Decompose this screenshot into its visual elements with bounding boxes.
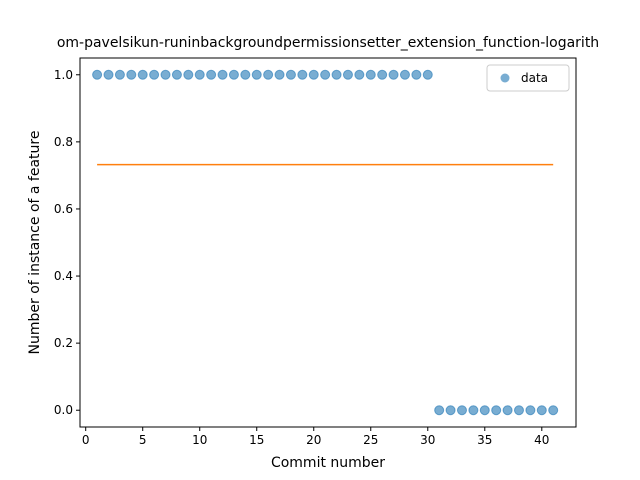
data-point [365, 69, 376, 80]
data-point [160, 69, 171, 80]
data-point [491, 405, 502, 416]
x-tick-label: 30 [420, 433, 435, 447]
x-tick-label: 20 [306, 433, 321, 447]
x-tick-label: 15 [249, 433, 264, 447]
data-point [183, 69, 194, 80]
data-point [399, 69, 410, 80]
data-point [228, 69, 239, 80]
data-point [456, 405, 467, 416]
data-point [342, 69, 353, 80]
data-point [251, 69, 262, 80]
data-point [536, 405, 547, 416]
x-tick-label: 40 [534, 433, 549, 447]
data-point [354, 69, 365, 80]
legend-box [486, 64, 570, 92]
data-point [445, 405, 456, 416]
data-point [377, 69, 388, 80]
legend-label-data: data [521, 71, 548, 85]
axes: 0 5 10 15 20 25 30 35 40 0.0 0.2 0.4 0.6 0.8 1.0 [54, 57, 577, 447]
data-point [171, 69, 182, 80]
y-tick-label: 0.2 [54, 336, 73, 350]
y-tick-label: 0.6 [54, 202, 73, 216]
data-point [525, 405, 536, 416]
data-point [92, 69, 103, 80]
data-point [137, 69, 148, 80]
y-tick-label: 0.4 [54, 269, 73, 283]
axes-frame [79, 57, 577, 428]
data-point [114, 69, 125, 80]
data-point [388, 69, 399, 80]
data-point [240, 69, 251, 80]
x-tick-label: 35 [477, 433, 492, 447]
data-point [411, 69, 422, 80]
data-point [274, 69, 285, 80]
data-point [285, 69, 296, 80]
data-point [308, 69, 319, 80]
data-point [434, 405, 445, 416]
data-point [103, 69, 114, 80]
data-point [468, 405, 479, 416]
x-tick-label: 10 [192, 433, 207, 447]
x-tick-label: 25 [363, 433, 378, 447]
data-point [513, 405, 524, 416]
data-point [479, 405, 490, 416]
y-axis-label: Number of instance of a feature [27, 131, 43, 355]
data-point [548, 405, 559, 416]
x-tick-label: 0 [82, 433, 90, 447]
data-point [149, 69, 160, 80]
data-point [331, 69, 342, 80]
data-point [502, 405, 513, 416]
data-point [126, 69, 137, 80]
data-point [263, 69, 274, 80]
plot-area [80, 58, 576, 427]
data-point [320, 69, 331, 80]
legend: data [486, 64, 570, 92]
data-point [217, 69, 228, 80]
y-tick-label: 1.0 [54, 68, 73, 82]
legend-marker-data [500, 73, 510, 83]
x-axis-label: Commit number [271, 455, 385, 471]
y-tick-label: 0.0 [54, 403, 73, 417]
data-point [297, 69, 308, 80]
data-point [206, 69, 217, 80]
data-point [422, 69, 433, 80]
data-point [194, 69, 205, 80]
x-tick-label: 5 [139, 433, 147, 447]
y-tick-label: 0.8 [54, 135, 73, 149]
chart-marks [92, 69, 559, 416]
chart-title: om-pavelsikun-runinbackgroundpermissions… [57, 35, 599, 51]
